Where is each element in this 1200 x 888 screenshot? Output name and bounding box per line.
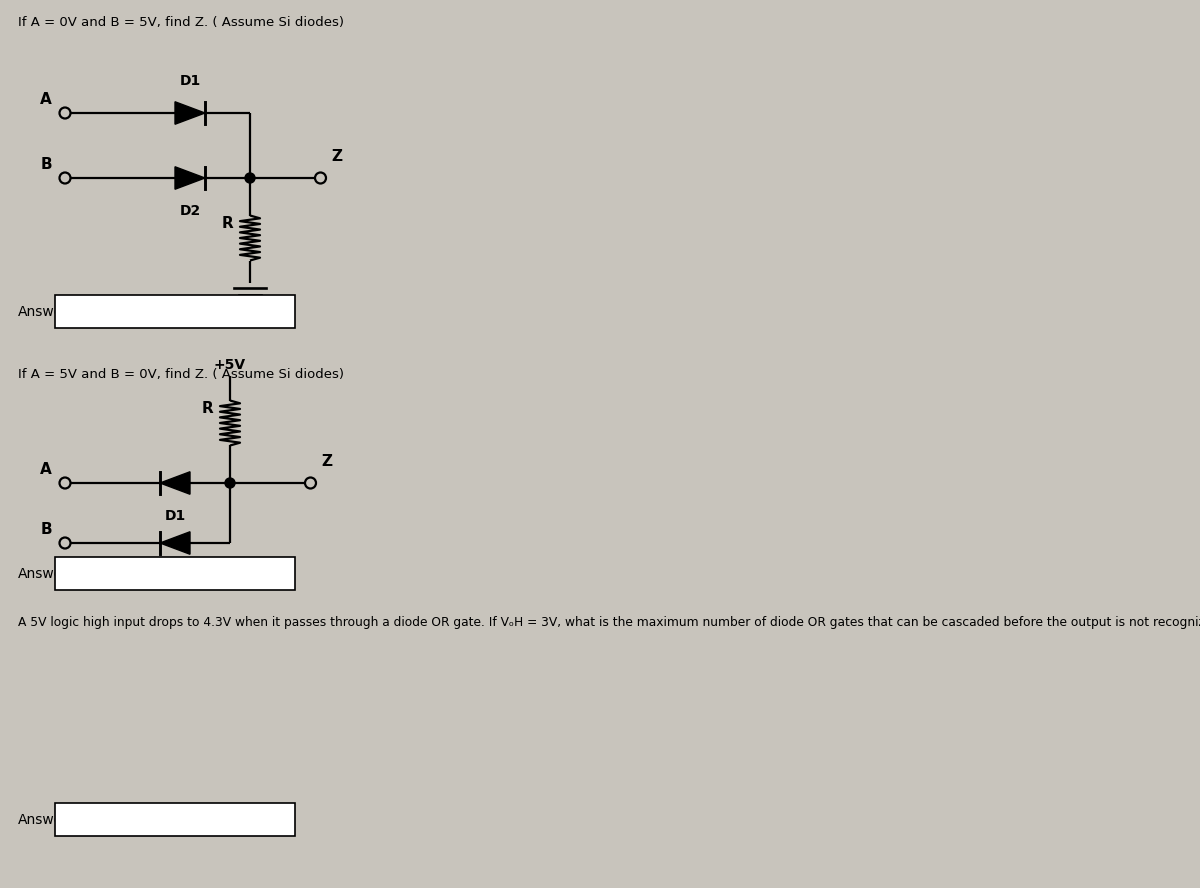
Text: If A = 5V and B = 0V, find Z. ( Assume Si diodes): If A = 5V and B = 0V, find Z. ( Assume S…	[18, 368, 344, 381]
Text: Answer:: Answer:	[18, 567, 73, 581]
Text: A: A	[41, 462, 52, 477]
FancyBboxPatch shape	[55, 295, 295, 328]
Text: +5V: +5V	[214, 358, 246, 372]
Polygon shape	[175, 102, 205, 124]
Text: D2: D2	[164, 569, 186, 583]
Text: A: A	[41, 92, 52, 107]
Text: Answer:: Answer:	[18, 813, 73, 827]
Circle shape	[245, 173, 256, 183]
Text: If A = 0V and B = 5V, find Z. ( Assume Si diodes): If A = 0V and B = 5V, find Z. ( Assume S…	[18, 16, 344, 29]
Text: B: B	[41, 157, 52, 172]
Circle shape	[226, 478, 235, 488]
Polygon shape	[160, 472, 190, 495]
Polygon shape	[175, 167, 205, 189]
FancyBboxPatch shape	[55, 803, 295, 836]
Text: D2: D2	[179, 204, 200, 218]
Text: Answer:: Answer:	[18, 305, 73, 319]
Text: D1: D1	[164, 509, 186, 523]
Polygon shape	[160, 532, 190, 554]
Text: D1: D1	[179, 74, 200, 88]
Text: Z: Z	[322, 454, 332, 469]
FancyBboxPatch shape	[55, 557, 295, 590]
Text: A 5V logic high input drops to 4.3V when it passes through a diode OR gate. If V: A 5V logic high input drops to 4.3V when…	[18, 616, 1200, 629]
Text: R: R	[222, 216, 234, 231]
Text: B: B	[41, 522, 52, 537]
Text: R: R	[202, 401, 214, 416]
Text: Z: Z	[331, 149, 342, 164]
